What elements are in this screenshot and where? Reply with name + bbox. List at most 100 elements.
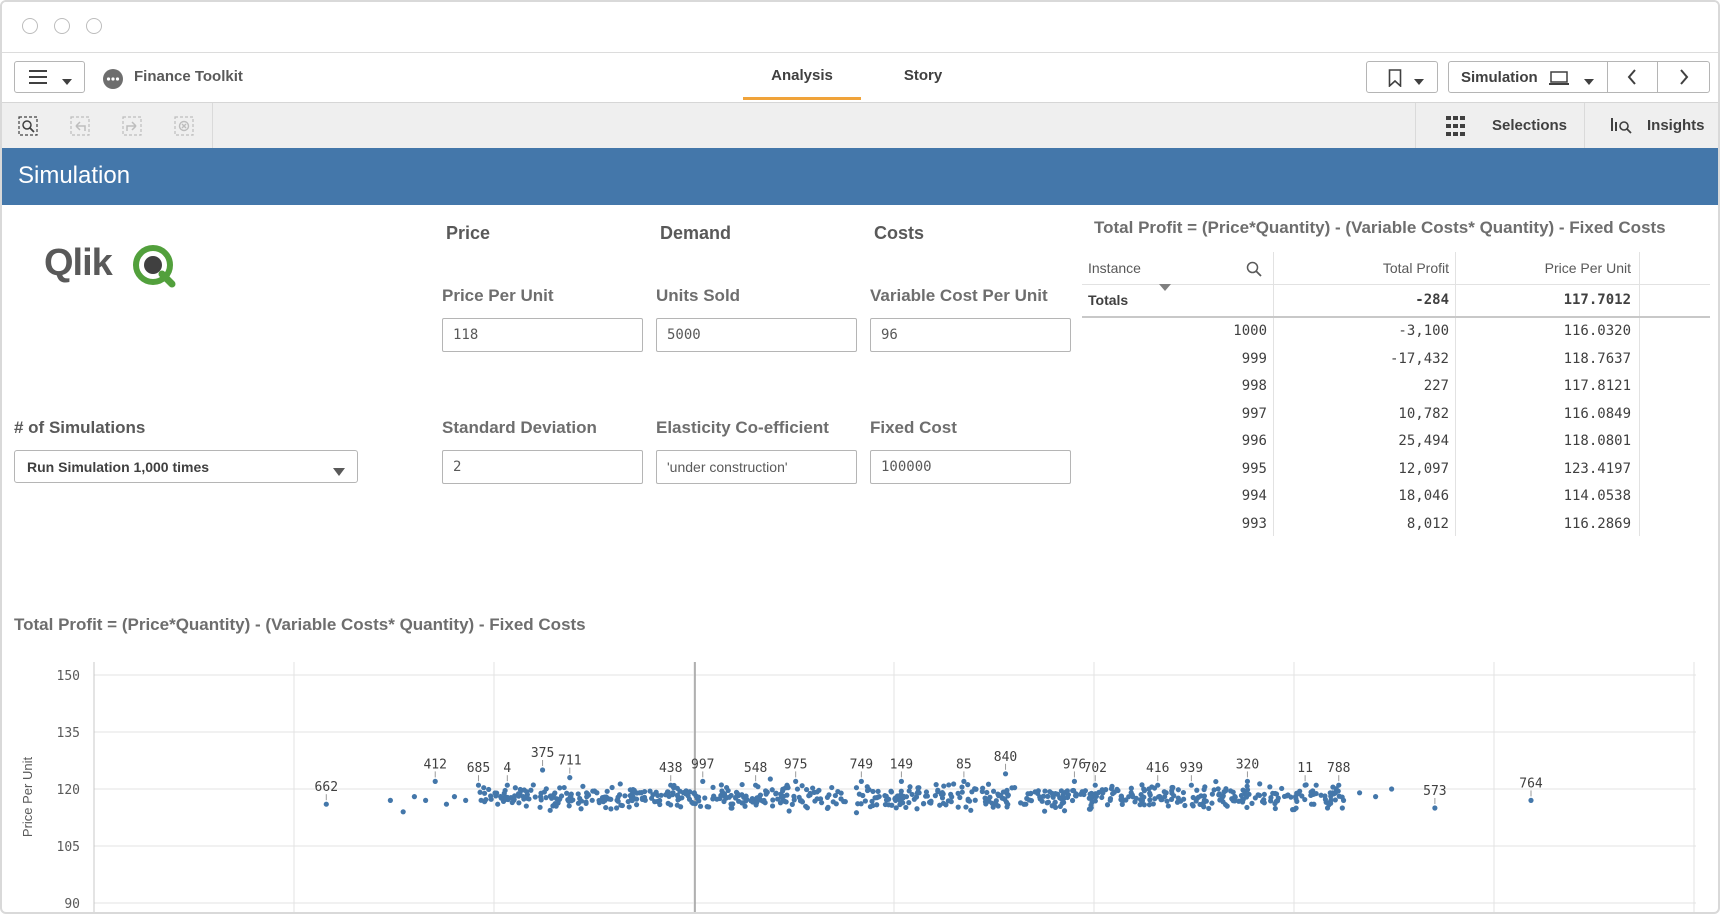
- sheet-select-button[interactable]: Simulation: [1449, 62, 1607, 92]
- table-row[interactable]: 1000 -3,100 116.0320: [1082, 318, 1710, 345]
- insights-button[interactable]: Insights: [1584, 103, 1718, 148]
- table-row[interactable]: 995 12,097 123.4197: [1082, 456, 1710, 483]
- data-point: [882, 793, 888, 799]
- data-point: [650, 792, 656, 798]
- col-divider: [1639, 252, 1640, 536]
- data-label: 975: [784, 757, 807, 772]
- table-row[interactable]: 997 10,782 116.0849: [1082, 401, 1710, 428]
- data-point: [1093, 793, 1100, 799]
- window-close-button[interactable]: [22, 18, 38, 34]
- table-row[interactable]: 999 -17,432 118.7637: [1082, 346, 1710, 373]
- data-point: [603, 804, 609, 811]
- data-point: [1193, 798, 1199, 804]
- global-menu-button[interactable]: [14, 61, 85, 93]
- data-point: [1045, 793, 1051, 799]
- table-row[interactable]: 998 227 117.8121: [1082, 373, 1710, 400]
- data-point: [1211, 787, 1217, 793]
- chevron-right-icon: [1679, 69, 1689, 90]
- column-header-total-profit[interactable]: Total Profit: [1382, 260, 1449, 276]
- data-label: 711: [558, 754, 581, 769]
- data-point: [1201, 793, 1208, 799]
- data-point: [432, 778, 438, 784]
- data-point: [1209, 800, 1215, 806]
- data-point: [608, 796, 614, 802]
- selections-grid-icon: [1446, 116, 1466, 140]
- std-dev-input[interactable]: 2: [442, 450, 643, 484]
- window-minimize-button[interactable]: [54, 18, 70, 34]
- data-point: [810, 785, 816, 791]
- price-per-unit-input[interactable]: 118: [442, 318, 643, 352]
- data-point: [1244, 804, 1250, 811]
- data-point: [1292, 794, 1299, 800]
- data-point: [1324, 805, 1331, 811]
- data-point: [1182, 802, 1188, 809]
- column-header-instance[interactable]: Instance: [1088, 260, 1141, 276]
- bookmarks-button[interactable]: [1366, 61, 1438, 93]
- bookmark-icon: [1388, 69, 1402, 92]
- data-point: [924, 793, 930, 799]
- data-point: [1302, 782, 1308, 788]
- tab-story[interactable]: Story: [903, 67, 943, 84]
- search-icon[interactable]: [1246, 261, 1262, 280]
- data-point: [702, 795, 708, 801]
- table-row[interactable]: 993 8,012 116.2869: [1082, 511, 1710, 537]
- data-point: [1279, 785, 1285, 792]
- data-point: [1302, 796, 1308, 803]
- data-point: [1268, 794, 1274, 801]
- data-label: 662: [315, 780, 338, 795]
- variable-cost-input[interactable]: 96: [870, 318, 1071, 352]
- data-point: [696, 798, 702, 804]
- totals-price-per-unit: 117.7012: [1563, 292, 1631, 308]
- data-point: [914, 790, 920, 796]
- tab-analysis[interactable]: Analysis: [743, 53, 861, 100]
- data-point: [965, 782, 971, 788]
- data-point: [1332, 797, 1338, 803]
- data-point: [423, 797, 429, 803]
- data-point: [538, 797, 544, 803]
- data-point: [1313, 790, 1319, 797]
- data-point: [1012, 785, 1018, 791]
- data-point: [1528, 797, 1534, 803]
- data-point: [961, 778, 967, 784]
- data-point: [803, 786, 810, 793]
- data-point: [757, 792, 764, 798]
- sort-indicator-icon: [1159, 278, 1171, 294]
- chevron-left-icon: [1627, 69, 1637, 90]
- data-label: 149: [890, 757, 913, 772]
- data-point: [622, 793, 628, 799]
- data-point: [1059, 800, 1065, 807]
- selections-button[interactable]: Selections: [1415, 103, 1584, 148]
- previous-sheet-button[interactable]: [1607, 62, 1658, 92]
- scatter-chart[interactable]: 150 135 120 105 90 Price Per Unit 662 412 685 4 37…: [2, 642, 1718, 912]
- elasticity-input[interactable]: 'under construction': [656, 450, 857, 484]
- window-maximize-button[interactable]: [86, 18, 102, 34]
- y-tick-label: 120: [57, 783, 80, 798]
- table-row[interactable]: 994 18,046 114.0538: [1082, 483, 1710, 510]
- data-point: [911, 796, 917, 802]
- data-point: [575, 800, 582, 806]
- data-point: [486, 786, 492, 793]
- data-point: [1058, 788, 1065, 794]
- clear-selections-icon[interactable]: [174, 116, 194, 136]
- data-point: [1288, 794, 1294, 800]
- smart-search-icon[interactable]: [18, 116, 38, 136]
- data-point: [784, 783, 790, 789]
- data-point: [955, 804, 961, 810]
- data-point: [483, 796, 489, 803]
- cell-price-per-unit: 116.0320: [1563, 323, 1631, 339]
- units-sold-input[interactable]: 5000: [656, 318, 857, 352]
- data-point: [939, 790, 945, 796]
- column-header-price-per-unit[interactable]: Price Per Unit: [1544, 260, 1631, 276]
- data-point: [799, 799, 806, 805]
- data-point: [1071, 787, 1077, 794]
- data-point: [1168, 796, 1175, 802]
- price-per-unit-label: Price Per Unit: [442, 286, 554, 305]
- fixed-cost-input[interactable]: 100000: [870, 450, 1071, 484]
- step-back-icon[interactable]: [70, 116, 90, 136]
- next-sheet-button[interactable]: [1657, 62, 1710, 92]
- table-row[interactable]: 996 25,494 118.0801: [1082, 428, 1710, 455]
- simulations-dropdown[interactable]: Run Simulation 1,000 times: [14, 450, 358, 483]
- sheet-navigator: Simulation: [1448, 61, 1710, 93]
- step-forward-icon[interactable]: [122, 116, 142, 136]
- data-label: 749: [850, 757, 873, 772]
